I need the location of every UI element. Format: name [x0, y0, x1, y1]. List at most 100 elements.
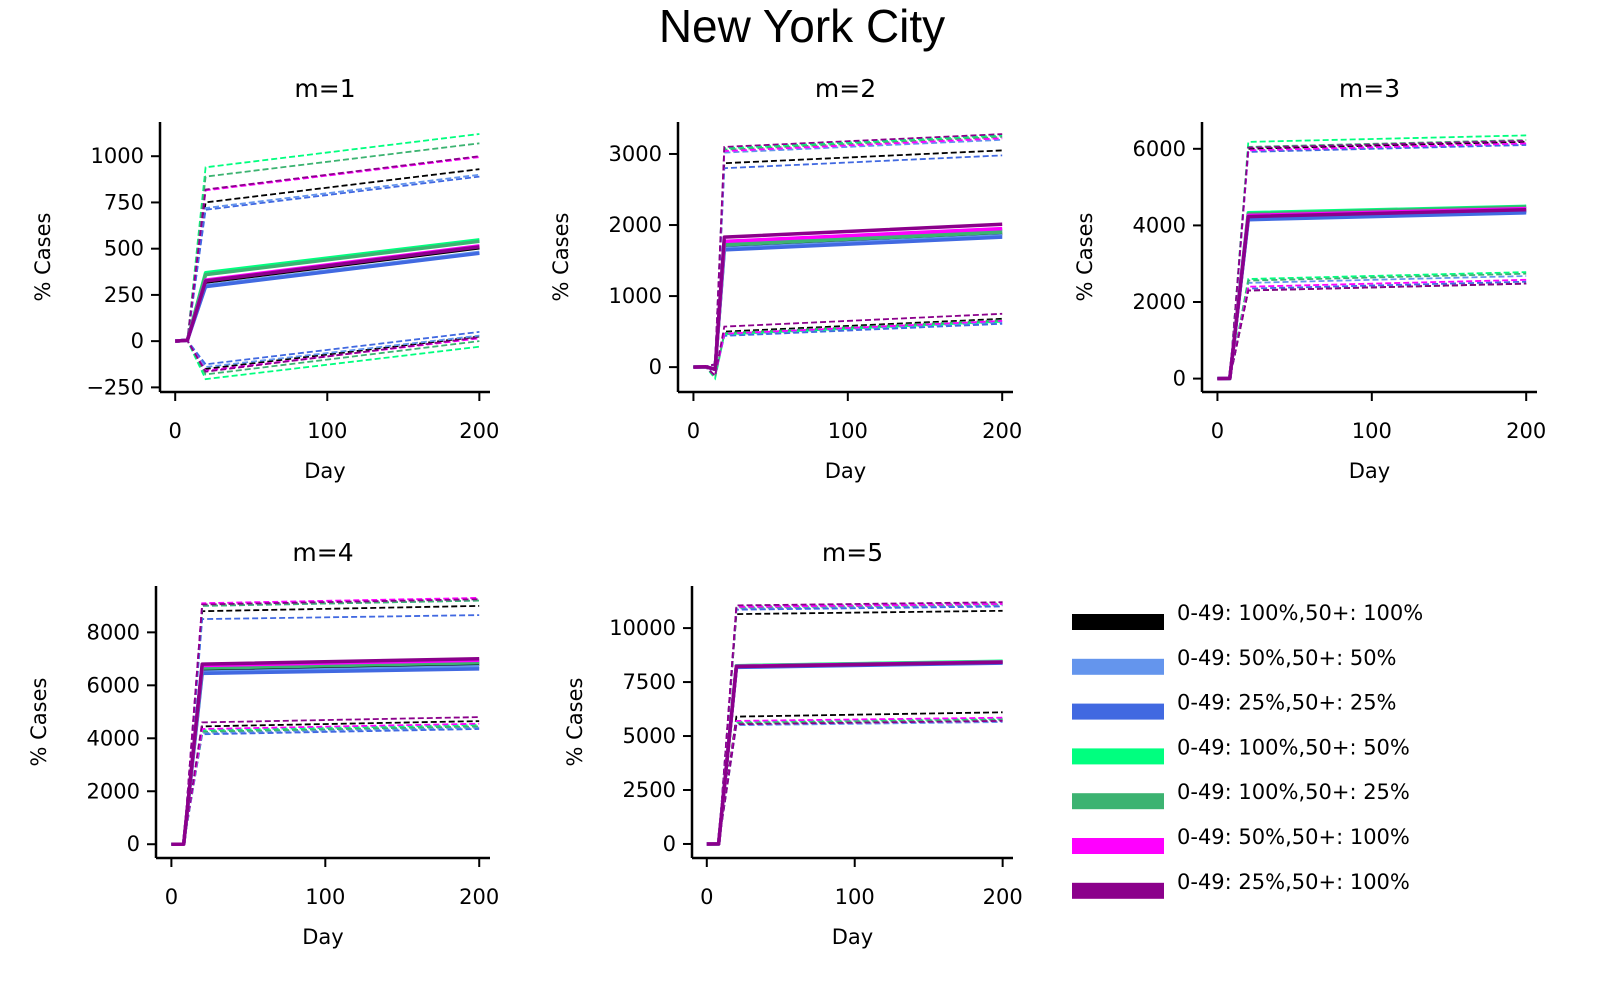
x-tick-label: 100	[1352, 419, 1392, 443]
x-tick-label: 100	[835, 885, 875, 909]
y-tick-label: 0	[663, 832, 676, 856]
y-tick-label: 4000	[1133, 213, 1186, 237]
legend-swatch	[1072, 658, 1164, 675]
x-axis-label: Day	[304, 459, 345, 483]
y-tick-label: 0	[127, 832, 140, 856]
x-tick-label: 200	[459, 885, 499, 909]
series-2-lower-line	[171, 726, 480, 846]
y-tick-label: 0	[1173, 367, 1186, 391]
y-tick-label: 7500	[623, 670, 676, 694]
legend-label: 0-49: 50%,50+: 100%	[1177, 825, 1410, 849]
y-tick-label: 8000	[87, 620, 140, 644]
legend-item: 0-49: 100%,50+: 50%	[1072, 735, 1410, 765]
series-6-upper-line	[1217, 142, 1527, 380]
series-2-mean-line	[1217, 209, 1527, 381]
x-tick-label: 0	[165, 885, 178, 909]
series-7-upper-line	[175, 155, 480, 342]
y-axis-label: % Cases	[1073, 213, 1097, 302]
x-tick-label: 100	[305, 885, 345, 909]
series-4-lower-line	[175, 339, 480, 381]
series-3-lower-line	[693, 322, 1003, 378]
series-2-lower-line	[706, 721, 1003, 845]
series-3-mean-line	[1217, 211, 1527, 381]
series-5-lower-line	[706, 718, 1003, 845]
x-axis-label: Day	[832, 925, 873, 949]
legend-label: 0-49: 100%,50+: 50%	[1177, 735, 1410, 759]
y-tick-label: 6000	[87, 673, 140, 697]
legend-label: 0-49: 100%,50+: 25%	[1177, 780, 1410, 804]
series-5-lower-line	[693, 319, 1003, 380]
series-6-lower-line	[171, 722, 480, 846]
subplot-title: m=4	[292, 538, 353, 567]
series-5-lower-line	[171, 725, 480, 846]
series-3-mean-line	[171, 667, 480, 846]
series-6-mean-line	[171, 658, 480, 846]
y-axis-label: % Cases	[563, 678, 587, 767]
series-7-mean-line	[1217, 207, 1527, 381]
y-tick-label: 1000	[91, 144, 144, 168]
series-5-mean-line	[171, 661, 480, 846]
subplot-title: m=1	[294, 74, 355, 103]
series-7-lower-line	[171, 716, 480, 846]
x-axis-label: Day	[302, 925, 343, 949]
series-3-upper-line	[175, 175, 480, 342]
y-tick-label: 0	[131, 329, 144, 353]
series-4-upper-line	[175, 133, 480, 342]
y-axis-label: % Cases	[31, 213, 55, 302]
series-7-upper-line	[1217, 139, 1527, 380]
y-tick-label: 2000	[1133, 290, 1186, 314]
legend-item: 0-49: 25%,50+: 25%	[1072, 691, 1397, 720]
series-4-lower-line	[693, 320, 1003, 381]
series-1-mean-line	[175, 246, 480, 343]
series-2-mean-line	[171, 665, 480, 846]
y-tick-label: 2500	[623, 778, 676, 802]
x-axis-label: Day	[1349, 459, 1390, 483]
series-4-lower-line	[706, 717, 1003, 845]
x-axis-label: Day	[825, 459, 866, 483]
series-1-lower-line	[171, 720, 480, 846]
series-2-upper-line	[175, 173, 480, 342]
series-lines	[171, 597, 480, 846]
legend-swatch	[1072, 703, 1164, 720]
legend-swatch	[1072, 793, 1164, 810]
x-tick-label: 100	[307, 419, 347, 443]
x-tick-label: 0	[700, 885, 713, 909]
legend-label: 0-49: 25%,50+: 100%	[1177, 870, 1410, 894]
subplot-title: m=2	[815, 74, 876, 103]
series-7-mean-line	[175, 245, 480, 343]
series-1-mean-line	[706, 659, 1003, 846]
series-3-mean-line	[706, 661, 1003, 846]
y-tick-label: 1000	[609, 284, 662, 308]
y-tick-label: −250	[86, 375, 144, 399]
y-tick-label: 500	[104, 237, 144, 261]
series-6-mean-line	[706, 660, 1003, 846]
y-axis-label: % Cases	[549, 213, 573, 302]
x-tick-label: 200	[983, 885, 1023, 909]
y-tick-label: 10000	[609, 616, 676, 640]
y-axis-label: % Cases	[27, 678, 51, 767]
legend-item: 0-49: 100%,50+: 25%	[1072, 780, 1410, 810]
series-6-lower-line	[706, 716, 1003, 845]
series-3-lower-line	[175, 331, 480, 366]
series-6-upper-line	[171, 597, 480, 846]
legend-item: 0-49: 25%,50+: 100%	[1072, 870, 1410, 899]
series-7-mean-line	[706, 660, 1003, 846]
series-5-mean-line	[1217, 205, 1527, 381]
series-6-lower-line	[1217, 278, 1527, 380]
figure-title: New York City	[659, 0, 945, 52]
y-tick-label: 2000	[609, 213, 662, 237]
series-4-mean-line	[171, 659, 480, 846]
y-tick-label: 0	[649, 355, 662, 379]
series-6-mean-line	[1217, 206, 1527, 381]
subplot-title: m=5	[822, 538, 883, 567]
series-4-upper-line	[1217, 134, 1527, 380]
series-4-lower-line	[171, 724, 480, 846]
series-5-upper-line	[1217, 139, 1527, 380]
y-tick-label: 4000	[87, 726, 140, 750]
series-7-lower-line	[706, 720, 1003, 845]
x-tick-label: 0	[1211, 419, 1224, 443]
series-3-mean-line	[693, 235, 1003, 372]
legend-item: 0-49: 100%,50+: 100%	[1072, 601, 1423, 630]
